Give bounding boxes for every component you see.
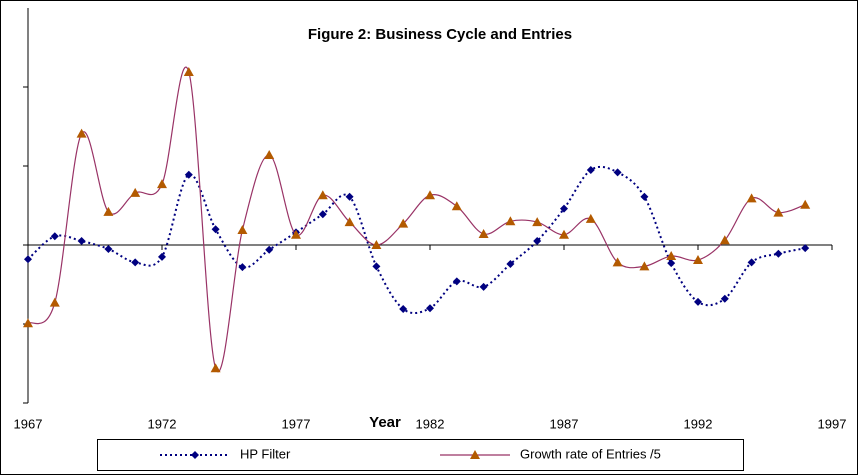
triangle-marker <box>130 187 141 197</box>
x-tick-label: 1997 <box>818 416 847 431</box>
triangle-marker <box>264 149 275 159</box>
triangle-marker <box>183 66 194 76</box>
triangle-marker <box>451 201 462 211</box>
x-tick-label: 1992 <box>684 416 713 431</box>
diamond-marker <box>104 244 113 253</box>
triangle-marker <box>210 363 221 373</box>
triangle-marker <box>612 257 623 267</box>
legend-label: Growth rate of Entries /5 <box>520 446 661 461</box>
triangle-marker <box>478 228 489 238</box>
diamond-marker <box>399 304 408 313</box>
triangle-marker <box>639 261 650 271</box>
triangle-marker <box>719 235 730 245</box>
triangle-marker <box>505 216 516 226</box>
triangle-marker <box>666 251 677 261</box>
diamond-marker <box>479 282 488 291</box>
x-axis-label: Year <box>369 414 401 431</box>
diamond-marker <box>640 192 649 201</box>
chart-title: Figure 2: Business Cycle and Entries <box>308 26 572 43</box>
triangle-marker <box>800 199 811 209</box>
x-tick-label: 1982 <box>416 416 445 431</box>
diamond-marker <box>452 277 461 286</box>
x-tick-label: 1967 <box>14 416 43 431</box>
diamond-marker <box>158 252 166 261</box>
diamond-marker <box>747 258 756 267</box>
diamond-marker <box>720 294 729 303</box>
diamond-marker <box>667 259 676 268</box>
triangle-marker <box>425 190 435 200</box>
triangle-marker <box>317 190 328 200</box>
triangle-marker <box>237 224 248 234</box>
diamond-marker <box>586 165 595 174</box>
diamond-marker <box>238 263 247 272</box>
diamond-marker <box>560 204 568 213</box>
x-tick-label: 1977 <box>282 416 311 431</box>
legend-marker <box>470 450 480 459</box>
diamond-marker <box>372 262 381 271</box>
triangle-marker <box>344 217 355 227</box>
diamond-marker <box>533 237 542 246</box>
diamond-marker <box>50 232 59 241</box>
diamond-marker <box>506 259 515 268</box>
diamond-marker <box>318 210 327 219</box>
legend-label: HP Filter <box>240 446 291 461</box>
diamond-marker <box>265 245 274 254</box>
diamond-marker <box>77 237 86 246</box>
triangle-marker <box>585 213 596 223</box>
triangle-marker <box>291 229 301 239</box>
diamond-marker <box>426 304 434 313</box>
triangle-marker <box>693 255 703 265</box>
series-line <box>27 66 806 373</box>
diamond-marker <box>24 255 32 264</box>
diamond-marker <box>694 297 702 306</box>
triangle-marker <box>532 217 543 227</box>
triangle-marker <box>23 318 33 328</box>
triangle-marker <box>76 128 87 138</box>
diamond-marker <box>211 225 220 234</box>
triangle-marker <box>371 240 382 249</box>
triangle-marker <box>157 179 167 189</box>
x-tick-label: 1987 <box>550 416 579 431</box>
triangle-marker <box>746 193 757 203</box>
diamond-marker <box>613 168 622 177</box>
triangle-marker <box>773 207 784 217</box>
diamond-marker <box>131 258 140 267</box>
diamond-marker <box>774 249 783 258</box>
triangle-marker <box>559 229 569 239</box>
triangle-marker <box>49 297 60 307</box>
diamond-marker <box>184 170 193 179</box>
diamond-marker <box>801 244 810 253</box>
x-tick-label: 1972 <box>148 416 177 431</box>
triangle-marker <box>103 206 114 216</box>
legend-marker <box>191 451 199 459</box>
triangle-marker <box>398 218 409 228</box>
diamond-marker <box>345 192 354 201</box>
